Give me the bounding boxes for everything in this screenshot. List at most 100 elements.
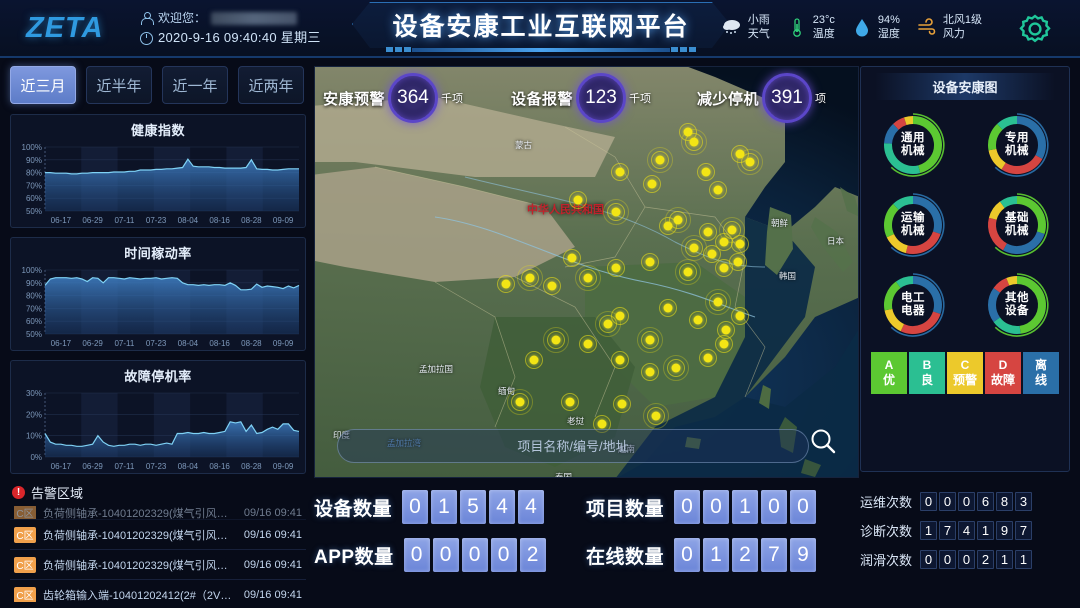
map-marker[interactable] <box>731 307 749 325</box>
map-panel[interactable]: 中华人民共和国 朝鲜 韩国 蒙古 印度 孟加拉国 缅甸 老挝 泰国 越南 日本 … <box>314 66 859 478</box>
map-marker[interactable] <box>595 311 621 337</box>
map-marker[interactable] <box>689 311 707 329</box>
range-button-2y[interactable]: 近两年 <box>238 66 304 104</box>
map-marker[interactable] <box>679 123 697 141</box>
donut-chart-6[interactable]: 其他 设备 <box>980 268 1054 342</box>
map-marker[interactable] <box>637 327 663 353</box>
map-marker[interactable] <box>665 207 691 233</box>
map-marker[interactable] <box>647 147 673 173</box>
map-marker[interactable] <box>579 335 597 353</box>
map-marker[interactable] <box>681 235 707 261</box>
map-marker[interactable] <box>613 395 631 413</box>
svg-text:08-16: 08-16 <box>209 339 230 348</box>
map-marker[interactable] <box>611 163 629 181</box>
legend-item-offline[interactable]: 离 线 <box>1023 352 1059 394</box>
donut-outer-ring <box>890 273 945 337</box>
counter-digit: 5 <box>460 490 487 524</box>
svg-text:0%: 0% <box>30 453 42 462</box>
map-marker[interactable] <box>705 289 731 315</box>
mini-stat-digit: 1 <box>1015 550 1033 569</box>
map-marker[interactable] <box>731 145 749 163</box>
map-search-bar[interactable] <box>337 429 809 463</box>
map-marker[interactable] <box>563 249 581 267</box>
map-marker-core <box>603 319 613 329</box>
map-marker[interactable] <box>715 259 733 277</box>
alarm-list[interactable]: C区 负荷侧轴承-10401202329(煤气引风机电... 09/16 09:… <box>10 506 306 602</box>
map-marker[interactable] <box>611 351 629 369</box>
list-item[interactable]: C区 负荷侧轴承-10401202329(煤气引风机电... 09/16 09:… <box>10 550 306 580</box>
map-marker[interactable] <box>561 393 579 411</box>
map-marker[interactable] <box>543 327 569 353</box>
list-item[interactable]: C区 负荷侧轴承-10401202329(煤气引风机电... 09/16 09:… <box>10 520 306 550</box>
map-marker[interactable] <box>603 199 629 225</box>
title-frame <box>352 2 730 48</box>
map-marker[interactable] <box>525 351 543 369</box>
map-marker[interactable] <box>641 363 659 381</box>
donut-chart-1[interactable]: 通用 机械 <box>876 108 950 182</box>
map-marker[interactable] <box>569 191 587 209</box>
chart-area: 100% 90% 80% 70% 60% 50% 06-17 06-29 07-11 07-23 0… <box>11 264 305 350</box>
map-marker[interactable] <box>717 321 735 339</box>
svg-text:09-09: 09-09 <box>273 462 294 471</box>
map-marker[interactable] <box>643 175 661 193</box>
map-marker[interactable] <box>543 277 561 295</box>
list-item[interactable]: C区 负荷侧轴承-10401202329(煤气引风机电... 09/16 09:… <box>10 506 306 520</box>
svg-text:07-23: 07-23 <box>146 339 167 348</box>
map-label-mongolia: 蒙古 <box>515 140 533 150</box>
alarm-zone-badge: C区 <box>14 526 36 543</box>
map-marker[interactable] <box>663 355 689 381</box>
title-tick <box>671 47 678 52</box>
map-marker[interactable] <box>703 245 721 263</box>
search-input[interactable] <box>338 430 808 462</box>
map-marker[interactable] <box>659 299 677 317</box>
donut-segment <box>884 123 899 144</box>
device-health-panel: 设备安康图 通用 机械 专用 机械 运输 机械 基础 机械 电工 电器 其他 设备 A 优 B 良 C… <box>860 66 1070 472</box>
range-button-1y[interactable]: 近一年 <box>162 66 228 104</box>
map-marker[interactable] <box>593 415 611 433</box>
map-marker[interactable] <box>731 235 749 253</box>
donut-chart-4[interactable]: 基础 机械 <box>980 188 1054 262</box>
map-marker-ring <box>665 207 691 233</box>
map-marker-core <box>727 225 737 235</box>
legend-item-d[interactable]: D 故障 <box>985 352 1021 394</box>
donut-graphic <box>884 193 945 257</box>
map-marker[interactable] <box>607 259 625 277</box>
map-marker[interactable] <box>709 181 727 199</box>
map-marker[interactable] <box>719 217 745 243</box>
range-button-3m[interactable]: 近三月 <box>10 66 76 104</box>
donut-chart-2[interactable]: 专用 机械 <box>980 108 1054 182</box>
map-marker-ring <box>731 235 749 253</box>
map-marker[interactable] <box>575 265 601 291</box>
map-marker[interactable] <box>675 259 701 285</box>
map-marker[interactable] <box>643 403 669 429</box>
svg-text:06-17: 06-17 <box>51 216 72 225</box>
map-marker[interactable] <box>497 275 515 293</box>
map-marker[interactable] <box>729 253 747 271</box>
map-marker[interactable] <box>697 163 715 181</box>
map-marker[interactable] <box>699 223 717 241</box>
map-marker[interactable] <box>641 253 659 271</box>
legend-item-c[interactable]: C 预警 <box>947 352 983 394</box>
search-icon[interactable] <box>808 426 838 461</box>
donut-label-top: 其他 <box>1005 292 1029 304</box>
counter-digit: 0 <box>790 490 817 524</box>
map-marker[interactable] <box>507 389 533 415</box>
svg-text:07-23: 07-23 <box>146 216 167 225</box>
svg-text:08-16: 08-16 <box>209 216 230 225</box>
range-button-6m[interactable]: 近半年 <box>86 66 152 104</box>
legend-item-a[interactable]: A 优 <box>871 352 907 394</box>
donut-chart-3[interactable]: 运输 机械 <box>876 188 950 262</box>
svg-text:90%: 90% <box>26 156 42 165</box>
map-marker-core <box>615 167 625 177</box>
list-item[interactable]: C区 齿轮箱输入端-10401202412(2#（2V）... 09/16 09… <box>10 580 306 602</box>
map-marker[interactable] <box>699 349 717 367</box>
mini-stat-digit: 0 <box>958 550 976 569</box>
donut-chart-5[interactable]: 电工 电器 <box>876 268 950 342</box>
legend-item-b[interactable]: B 良 <box>909 352 945 394</box>
map-marker[interactable] <box>715 335 733 353</box>
map-marker[interactable] <box>517 265 543 291</box>
gear-icon[interactable] <box>1016 10 1054 48</box>
counter-digit: 2 <box>732 538 759 572</box>
svg-text:50%: 50% <box>26 330 42 339</box>
